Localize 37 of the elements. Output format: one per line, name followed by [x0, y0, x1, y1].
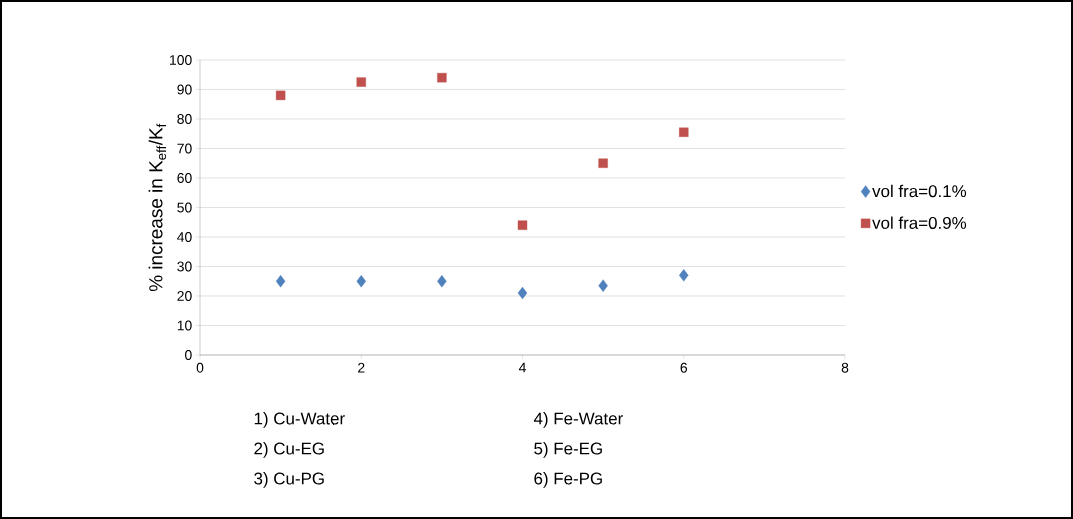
point [437, 72, 447, 83]
y-tick-label: 20 [177, 291, 192, 301]
point [598, 279, 608, 292]
point [275, 90, 286, 101]
x-tick-label: 8 [841, 362, 849, 373]
y-tick-label: 70 [177, 143, 192, 154]
point [437, 275, 447, 288]
text: 6) Fe-PG [534, 472, 602, 488]
y-tick-label: 80 [177, 114, 192, 124]
point [356, 77, 366, 87]
x-tick-label: 0 [196, 362, 204, 373]
y-tick-label: 10 [177, 320, 192, 331]
x-tick-label: 4 [518, 362, 526, 373]
point [517, 220, 528, 230]
y-tick-label: 0 [185, 350, 192, 360]
y-axis-title: % increase in K$_{eff}$/K$_{f}$ [148, 123, 167, 292]
point [679, 127, 689, 137]
point [598, 158, 608, 168]
x-tick-label: 6 [680, 362, 688, 373]
text: 5) Fe-EG [534, 442, 602, 458]
legend-label: vol fra=0.9% [872, 216, 967, 229]
y-tick-label: 30 [177, 261, 192, 272]
y-tick-label: 100 [170, 55, 192, 65]
point [356, 275, 366, 288]
y-tick-label: 90 [177, 84, 192, 95]
y-tick-label: 40 [177, 232, 192, 242]
text: 4) Fe-Water [533, 412, 623, 428]
y-tick-label: 50 [177, 202, 192, 213]
point [517, 286, 528, 300]
text: 3) Cu-PG [254, 472, 324, 488]
y-tick-label: 60 [177, 173, 192, 183]
point [679, 269, 689, 282]
text: 2) Cu-EG [254, 442, 324, 458]
x-tick-label: 2 [358, 362, 365, 373]
legend-label: vol fra=0.1% [872, 184, 967, 198]
point [275, 275, 286, 288]
text: 1) Cu-Water [254, 412, 345, 428]
